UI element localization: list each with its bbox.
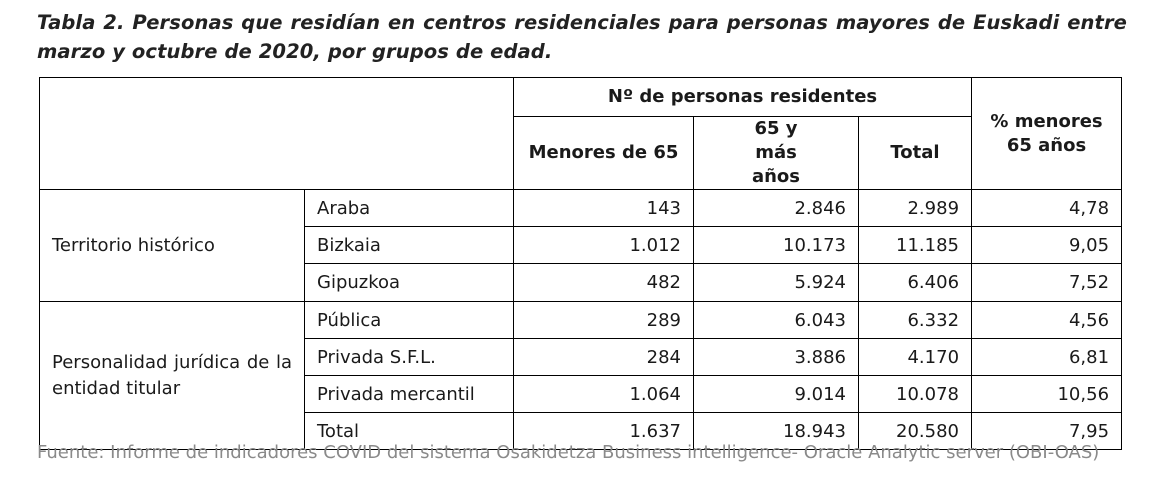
header-col-total: Total	[857, 116, 973, 190]
cell-pct: 6,81	[971, 338, 1123, 376]
cell-65-y-mas: 2.846	[693, 189, 859, 227]
header-group-residents: Nº de personas residentes	[512, 77, 973, 117]
row-label: Privada S.F.L.	[304, 338, 514, 376]
row-label: Privada mercantil	[304, 375, 514, 413]
cell-menores-65: 289	[513, 301, 694, 339]
cell-total: 11.185	[857, 226, 973, 264]
header-col-65-y-mas: 65 y más años	[693, 116, 859, 190]
cell-65-y-mas: 18.943	[693, 412, 859, 450]
cell-total: 4.170	[857, 338, 973, 376]
cell-menores-65: 1.064	[513, 375, 694, 413]
table-row: Bizkaia 1.012 10.173 11.185 9,05	[40, 226, 1123, 264]
cell-65-y-mas: 5.924	[693, 263, 859, 302]
cell-total: 6.406	[857, 263, 973, 302]
cell-menores-65: 143	[513, 189, 694, 227]
table-title: Tabla 2. Personas que residían en centro…	[37, 11, 1127, 63]
cell-pct: 9,05	[971, 226, 1123, 264]
residents-table: Nº de personas residentes % menores 65 a…	[39, 77, 1123, 450]
row-label: Total	[304, 412, 514, 450]
cell-menores-65: 1.637	[513, 412, 694, 450]
cell-menores-65: 1.012	[513, 226, 694, 264]
header-row-1: Nº de personas residentes % menores 65 a…	[39, 77, 1123, 190]
header-col-65-y-mas-label: 65 y más años	[751, 118, 801, 187]
row-label: Bizkaia	[304, 226, 514, 264]
cell-65-y-mas: 6.043	[693, 301, 859, 339]
table-row: Gipuzkoa 482 5.924 6.406 7,52	[40, 263, 1123, 302]
table-row: Personalidad jurídica de la entidad titu…	[39, 301, 1123, 450]
row-label: Araba	[304, 189, 514, 227]
cell-total: 20.580	[857, 412, 973, 450]
header-row-2: Menores de 65 65 y más años Total	[40, 116, 1122, 190]
cell-menores-65: 482	[513, 263, 694, 302]
cell-total: 2.989	[857, 189, 973, 227]
group-label-personalidad: Personalidad jurídica de la entidad titu…	[39, 301, 305, 450]
group-label-personalidad-text: Personalidad jurídica de la entidad titu…	[52, 351, 292, 399]
cell-menores-65: 284	[513, 338, 694, 376]
header-pct-label: % menores 65 años	[990, 110, 1103, 156]
cell-total: 10.078	[857, 375, 973, 413]
table-row: Territorio histórico Araba 143 2.846 2.9…	[39, 189, 1123, 302]
cell-total: 6.332	[857, 301, 973, 339]
table-row: Privada S.F.L. 284 3.886 4.170 6,81	[40, 338, 1123, 376]
header-pct-under-65: % menores 65 años	[971, 77, 1123, 190]
cell-65-y-mas: 9.014	[693, 375, 859, 413]
source-note: Fuente: Informe de indicadores COVID del…	[37, 442, 1100, 463]
cell-65-y-mas: 10.173	[693, 226, 859, 264]
cell-pct: 10,56	[971, 375, 1123, 413]
cell-65-y-mas: 3.886	[693, 338, 859, 376]
cell-pct: 7,52	[971, 263, 1123, 302]
cell-pct: 4,78	[971, 189, 1123, 227]
table-row: Privada mercantil 1.064 9.014 10.078 10,…	[40, 375, 1123, 413]
row-label: Pública	[304, 301, 514, 339]
group-label-territorio: Territorio histórico	[39, 189, 305, 302]
header-corner-cell	[39, 77, 514, 190]
cell-pct: 4,56	[971, 301, 1123, 339]
header-col-menores-65: Menores de 65	[513, 116, 694, 190]
table-row-total: Total 1.637 18.943 20.580 7,95	[40, 412, 1123, 450]
cell-pct: 7,95	[971, 412, 1123, 450]
row-label: Gipuzkoa	[304, 263, 514, 302]
